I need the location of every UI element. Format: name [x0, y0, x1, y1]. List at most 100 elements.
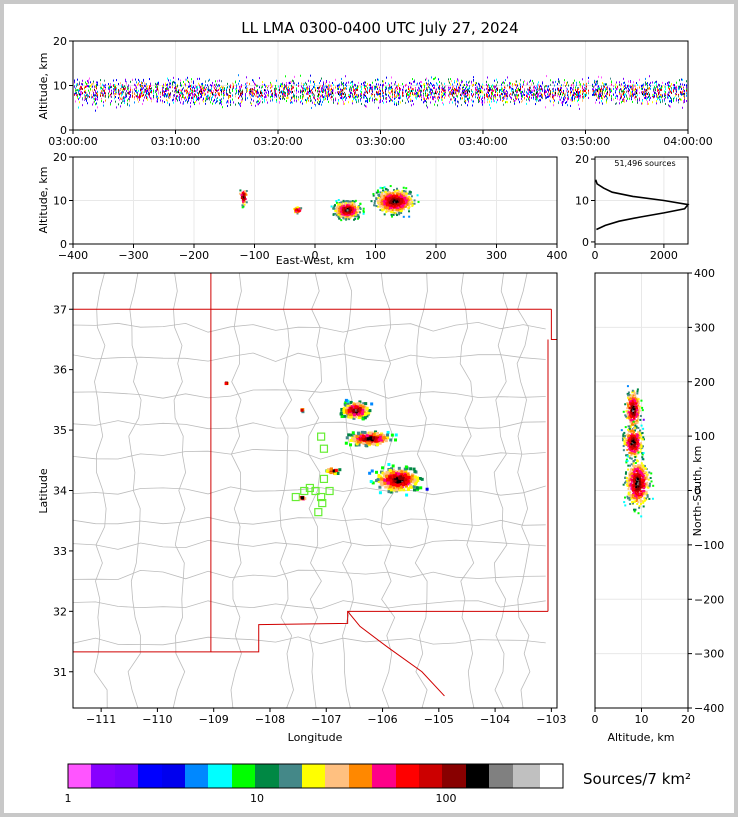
source-cell — [362, 207, 365, 210]
source-point — [405, 101, 406, 104]
source-point — [383, 95, 384, 98]
source-point — [680, 91, 681, 94]
source-point — [148, 90, 149, 93]
source-point — [151, 87, 152, 90]
source-point — [95, 109, 96, 112]
source-point — [86, 85, 87, 88]
source-point — [656, 102, 657, 105]
source-point — [80, 86, 81, 89]
source-point — [367, 89, 368, 92]
source-point — [121, 87, 122, 90]
source-cell — [337, 199, 340, 202]
source-cell — [408, 206, 411, 209]
source-point — [177, 90, 178, 93]
source-point — [353, 90, 354, 93]
source-point — [514, 102, 515, 105]
source-point — [168, 95, 169, 98]
source-cell — [346, 215, 349, 218]
source-cell — [392, 194, 395, 197]
source-point — [535, 98, 536, 101]
source-point — [240, 87, 241, 90]
source-point — [383, 80, 384, 83]
source-point — [503, 81, 504, 84]
source-point — [406, 96, 407, 99]
source-point — [476, 92, 477, 95]
source-point — [120, 92, 121, 95]
source-point — [192, 90, 193, 93]
source-point — [593, 91, 594, 94]
source-point — [191, 80, 192, 83]
source-point — [637, 92, 638, 95]
source-point — [515, 80, 516, 83]
source-point — [536, 85, 537, 88]
source-cell — [294, 207, 297, 210]
source-point — [531, 83, 532, 86]
source-point — [189, 93, 190, 96]
source-point — [452, 91, 453, 94]
source-point — [75, 89, 76, 92]
source-point — [374, 95, 375, 98]
source-point — [486, 95, 487, 98]
source-point — [94, 97, 95, 100]
source-cell — [406, 196, 409, 199]
source-point — [213, 85, 214, 88]
source-point — [428, 82, 429, 85]
source-point — [102, 88, 103, 91]
source-point — [458, 92, 459, 95]
source-point — [97, 96, 98, 99]
source-point — [96, 97, 97, 100]
source-point — [432, 97, 433, 100]
source-point — [391, 86, 392, 89]
source-point — [355, 91, 356, 94]
source-point — [186, 89, 187, 92]
source-cell — [380, 197, 383, 200]
source-point — [523, 81, 524, 84]
source-point — [93, 80, 94, 83]
source-point — [197, 86, 198, 89]
source-point — [363, 93, 364, 96]
source-point — [206, 97, 207, 100]
source-point — [476, 86, 477, 89]
source-point — [284, 87, 285, 90]
source-point — [344, 95, 345, 98]
source-point — [583, 89, 584, 92]
source-point — [124, 101, 125, 104]
source-point — [611, 97, 612, 100]
source-point — [342, 95, 343, 98]
source-point — [235, 92, 236, 95]
source-point — [285, 94, 286, 97]
source-cell — [351, 204, 354, 207]
source-point — [439, 85, 440, 88]
source-point — [188, 80, 189, 83]
source-point — [596, 80, 597, 83]
source-point — [319, 90, 320, 93]
source-point — [199, 86, 200, 89]
source-point — [190, 101, 191, 104]
source-point — [350, 88, 351, 91]
source-point — [588, 89, 589, 92]
source-point — [423, 101, 424, 104]
source-point — [217, 100, 218, 103]
source-point — [441, 88, 442, 91]
source-point — [456, 89, 457, 92]
source-point — [189, 83, 190, 86]
source-point — [507, 76, 508, 79]
source-point — [633, 81, 634, 84]
source-point — [471, 99, 472, 102]
source-point — [656, 95, 657, 98]
source-point — [132, 91, 133, 94]
source-point — [639, 91, 640, 94]
source-point — [130, 88, 131, 91]
source-point — [680, 83, 681, 86]
source-point — [250, 90, 251, 93]
source-point — [530, 90, 531, 93]
source-point — [220, 99, 221, 102]
source-point — [555, 80, 556, 83]
source-point — [206, 95, 207, 98]
source-point — [539, 95, 540, 98]
source-point — [444, 93, 445, 96]
source-point — [257, 100, 258, 103]
source-point — [582, 78, 583, 81]
source-point — [230, 86, 231, 89]
source-cell — [376, 205, 379, 208]
